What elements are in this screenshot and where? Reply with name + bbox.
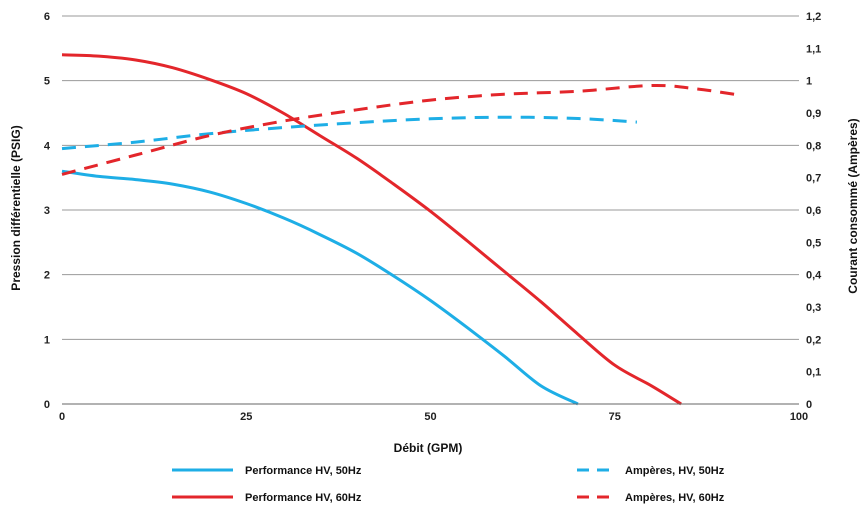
x-tick-labels: 0 25 50 75 100: [59, 411, 808, 423]
y-tick-label: 1: [44, 334, 50, 346]
legend-item-amperes-50hz: Ampères, HV, 50Hz: [577, 465, 725, 477]
x-tick-label: 50: [424, 411, 436, 423]
legend-label: Ampères, HV, 60Hz: [625, 492, 725, 504]
y2-tick-label: 0,1: [806, 367, 821, 379]
y2-tick-label: 1,2: [806, 11, 821, 23]
legend-label: Ampères, HV, 50Hz: [625, 465, 725, 477]
y-tick-label: 4: [44, 140, 51, 152]
legend: Performance HV, 50Hz Performance HV, 60H…: [172, 465, 725, 504]
y2-tick-label: 0,9: [806, 108, 821, 120]
y-tick-label: 3: [44, 205, 50, 217]
y2-tick-label: 1: [806, 76, 812, 88]
y2-tick-labels: 0 0,1 0,2 0,3 0,4 0,5 0,6 0,7 0,8 0,9 1 1,1 1,2: [806, 11, 822, 411]
y-tick-label: 0: [44, 399, 50, 411]
legend-item-performance-50hz: Performance HV, 50Hz: [172, 465, 362, 477]
y2-tick-label: 0,8: [806, 140, 821, 152]
x-tick-label: 0: [59, 411, 65, 423]
x-axis-title: Débit (GPM): [394, 441, 463, 455]
series-lines: [62, 55, 740, 404]
y2-tick-label: 0,6: [806, 205, 821, 217]
legend-label: Performance HV, 50Hz: [245, 465, 362, 477]
y2-tick-label: 0,3: [806, 302, 821, 314]
series-line-amperes-60hz: [62, 85, 740, 174]
series-line-amperes-50hz: [62, 117, 637, 148]
x-tick-label: 25: [240, 411, 252, 423]
legend-item-performance-60hz: Performance HV, 60Hz: [172, 492, 362, 504]
legend-item-amperes-60hz: Ampères, HV, 60Hz: [577, 492, 725, 504]
series-line-performance-50hz: [62, 171, 578, 404]
gridlines: [62, 16, 799, 339]
y2-tick-label: 0,4: [806, 270, 822, 282]
y-axis-title: Pression différentielle (PSIG): [9, 125, 23, 290]
y2-axis-title: Courant consommé (Ampères): [846, 118, 860, 293]
y2-tick-label: 0,5: [806, 237, 821, 249]
y-tick-label: 6: [44, 11, 50, 23]
y2-tick-label: 1,1: [806, 43, 821, 55]
y-tick-labels: 0 1 2 3 4 5 6: [44, 11, 51, 411]
y2-tick-label: 0,2: [806, 334, 821, 346]
series-line-performance-60hz: [62, 55, 681, 404]
y-tick-label: 2: [44, 270, 50, 282]
y-tick-label: 5: [44, 76, 50, 88]
legend-label: Performance HV, 60Hz: [245, 492, 362, 504]
y2-tick-label: 0: [806, 399, 812, 411]
y2-tick-label: 0,7: [806, 173, 821, 185]
x-tick-label: 100: [790, 411, 808, 423]
x-tick-label: 75: [609, 411, 621, 423]
